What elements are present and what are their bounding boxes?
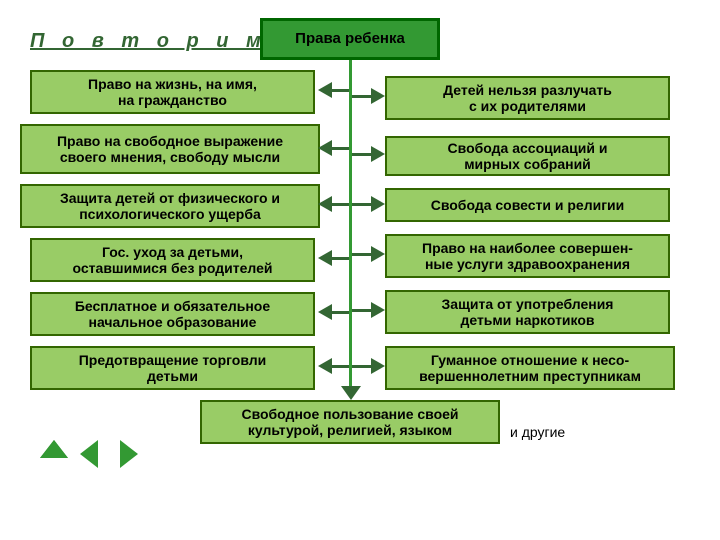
- right-arrow-2-tail: [352, 203, 371, 206]
- left-box-5: Предотвращение торговли детьми: [30, 346, 315, 390]
- left-arrow-5: [318, 358, 332, 374]
- right-box-0: Детей нельзя разлучать с их родителями: [385, 76, 670, 120]
- left-box-2: Защита детей от физического и психологич…: [20, 184, 320, 228]
- left-arrow-2-tail: [332, 203, 349, 206]
- bottom-box: Свободное пользование своей культурой, р…: [200, 400, 500, 444]
- left-arrow-0: [318, 82, 332, 98]
- right-arrow-0-tail: [352, 95, 371, 98]
- left-arrow-4-tail: [332, 311, 349, 314]
- left-box-1: Право на свободное выражение своего мнен…: [20, 124, 320, 174]
- left-arrow-2: [318, 196, 332, 212]
- left-arrow-1: [318, 140, 332, 156]
- left-arrow-5-tail: [332, 365, 349, 368]
- slide-title: П о в т о р и м :: [30, 30, 291, 53]
- right-arrow-0: [371, 88, 385, 104]
- left-box-4: Бесплатное и обязательное начальное обра…: [30, 292, 315, 336]
- right-box-5: Гуманное отношение к несо- вершеннолетни…: [385, 346, 675, 390]
- left-arrow-0-tail: [332, 89, 349, 92]
- nav-prev-icon[interactable]: [80, 440, 98, 468]
- left-arrow-3: [318, 250, 332, 266]
- right-box-4: Защита от употребления детьми наркотиков: [385, 290, 670, 334]
- root-box: Права ребенка: [260, 18, 440, 60]
- nav-next-icon[interactable]: [120, 440, 138, 468]
- right-arrow-1: [371, 146, 385, 162]
- left-arrow-1-tail: [332, 147, 349, 150]
- right-arrow-2: [371, 196, 385, 212]
- nav-home-icon[interactable]: [40, 440, 68, 458]
- left-box-0: Право на жизнь, на имя, на гражданство: [30, 70, 315, 114]
- left-arrow-3-tail: [332, 257, 349, 260]
- right-box-1: Свобода ассоциаций и мирных собраний: [385, 136, 670, 176]
- right-arrow-4-tail: [352, 309, 371, 312]
- right-arrow-5: [371, 358, 385, 374]
- right-arrow-3-tail: [352, 253, 371, 256]
- left-box-3: Гос. уход за детьми, оставшимися без род…: [30, 238, 315, 282]
- down-arrow: [341, 386, 361, 400]
- right-box-2: Свобода совести и религии: [385, 188, 670, 222]
- right-arrow-3: [371, 246, 385, 262]
- right-box-3: Право на наиболее совершен- ные услуги з…: [385, 234, 670, 278]
- right-arrow-1-tail: [352, 153, 371, 156]
- central-stem: [349, 60, 352, 386]
- right-arrow-5-tail: [352, 365, 371, 368]
- footer-text: и другие: [510, 424, 565, 440]
- left-arrow-4: [318, 304, 332, 320]
- right-arrow-4: [371, 302, 385, 318]
